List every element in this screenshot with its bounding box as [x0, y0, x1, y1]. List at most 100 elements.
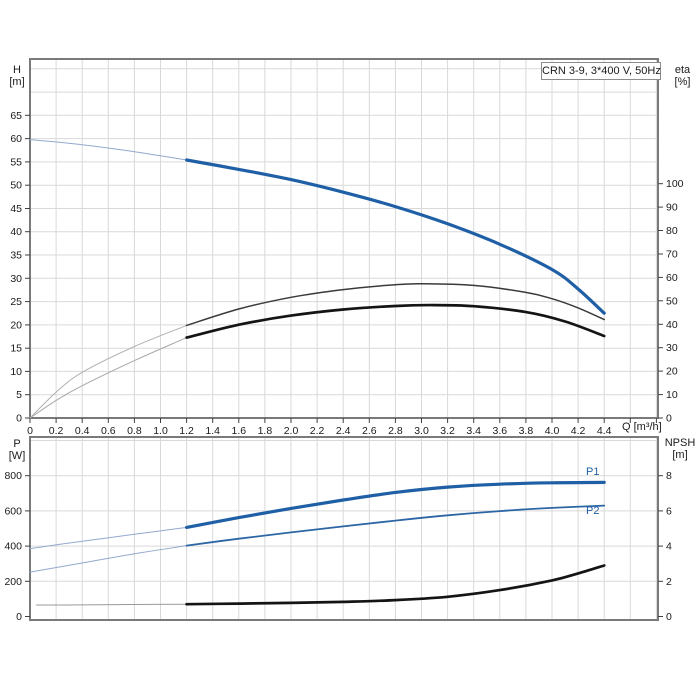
series-eta-pump-curve — [185, 282, 605, 327]
x-tick-label: 0.6 — [101, 425, 116, 437]
series-P1 — [29, 480, 606, 550]
left-tick-label: 55 — [10, 156, 22, 168]
right-tick-label: 0 — [666, 611, 672, 623]
right-tick-label: 90 — [666, 202, 678, 214]
x-tick-label: 0.2 — [49, 425, 64, 437]
npsh-axis-title: NPSH [m] — [660, 437, 700, 461]
x-tick-label: 4.4 — [597, 425, 612, 437]
series-eta-pump-motor-curve — [185, 303, 606, 339]
x-tick-label: 2.6 — [362, 425, 377, 437]
left-tick-label: 40 — [10, 226, 22, 238]
p-axis-title-line2: [W] — [8, 450, 26, 462]
hq-eta-chart: 0 5 10 15 20 25 30 35 40 45 50 55 60 65 0 10 20 30 40 50 60 7… — [10, 58, 684, 437]
series-P2-min-flow-segment — [29, 545, 188, 573]
p-axis-title-line1: P — [13, 438, 21, 450]
left-tick-label: 65 — [10, 110, 22, 122]
right-tick-label: 80 — [666, 225, 678, 237]
series-eta-pump-min-flow-segment — [29, 324, 188, 419]
x-tick-label: 1.0 — [153, 425, 168, 437]
x-tick-label: 2.8 — [388, 425, 403, 437]
x-tick-label: 2.4 — [336, 425, 351, 437]
right-tick-label: 4 — [666, 541, 672, 553]
x-tick-label: 3.8 — [519, 425, 534, 437]
right-tick-label: 6 — [666, 505, 672, 517]
left-tick-label: 200 — [4, 576, 22, 588]
series-P1-curve — [185, 480, 606, 529]
right-tick-label: 100 — [666, 178, 684, 190]
series-eta-pump — [29, 282, 605, 419]
pump-title-box: CRN 3-9, 3*400 V, 50Hz — [541, 62, 661, 80]
left-tick-label: 50 — [10, 180, 22, 192]
left-tick-label: 35 — [10, 250, 22, 262]
x-tick-label: 1.2 — [179, 425, 194, 437]
series-H — [29, 139, 606, 315]
x-tick-label: 3.6 — [492, 425, 507, 437]
left-tick-label: 45 — [10, 203, 22, 215]
x-tick-label: 0.8 — [127, 425, 142, 437]
eta-axis-title: eta [%] — [666, 64, 699, 88]
series-NPSH — [36, 564, 606, 606]
p2-curve-label: P2 — [586, 505, 600, 517]
right-tick-label: 0 — [666, 413, 672, 425]
left-tick-label: 5 — [16, 389, 22, 401]
series-eta-pump-motor — [29, 303, 606, 419]
gridlines — [30, 437, 658, 620]
p1-curve-label: P1 — [586, 466, 600, 478]
series-P2-curve — [185, 504, 606, 547]
x-tick-label: 3.2 — [440, 425, 455, 437]
series-H-curve — [185, 158, 606, 315]
eta-axis-title-line1: eta — [674, 64, 691, 76]
h-axis-title: H [m] — [1, 64, 33, 88]
left-tick-label: 10 — [10, 366, 22, 378]
right-tick-label: 30 — [666, 342, 678, 354]
x-tick-label: 4.0 — [545, 425, 560, 437]
h-axis-title-line1: H — [13, 64, 21, 76]
left-tick-label: 0 — [16, 611, 22, 623]
right-tick-label: 70 — [666, 249, 678, 261]
right-tick-label: 8 — [666, 470, 672, 482]
right-tick-label: 10 — [666, 389, 678, 401]
series-eta-pump-motor-min-flow-segment — [29, 337, 188, 419]
x-tick-label: 2.2 — [310, 425, 325, 437]
gridlines — [30, 59, 658, 418]
tick-marks: 0 5 10 15 20 25 30 35 40 45 50 55 60 65 0 10 20 30 40 50 60 7… — [10, 110, 683, 437]
left-tick-label: 25 — [10, 296, 22, 308]
npsh-axis-title-line1: NPSH — [664, 437, 696, 449]
eta-axis-title-line2: [%] — [674, 76, 691, 88]
right-tick-label: 20 — [666, 366, 678, 378]
left-tick-label: 0 — [16, 413, 22, 425]
x-tick-label: 2.0 — [284, 425, 299, 437]
h-axis-title-line2: [m] — [9, 76, 25, 88]
left-tick-label: 60 — [10, 133, 22, 145]
series-P2 — [29, 504, 606, 573]
x-tick-label: 0.4 — [75, 425, 90, 437]
x-tick-label: 1.4 — [205, 425, 220, 437]
series-H-min-flow-segment — [29, 139, 188, 161]
x-tick-label: 4.2 — [571, 425, 586, 437]
right-tick-label: 40 — [666, 319, 678, 331]
left-tick-label: 600 — [4, 505, 22, 517]
x-tick-label: 3.4 — [466, 425, 481, 437]
plot-frame — [29, 58, 659, 419]
power-npsh-chart: 0 200 400 600 800 0 2 4 6 8 — [4, 436, 672, 623]
series-NPSH-min-flow-segment — [36, 603, 188, 606]
x-tick-label: 0 — [27, 425, 33, 437]
left-tick-label: 800 — [4, 470, 22, 482]
right-tick-label: 2 — [666, 576, 672, 588]
plot-frame — [29, 436, 659, 621]
q-axis-title: Q [m³/h] — [622, 421, 662, 433]
npsh-axis-title-line2: [m] — [672, 449, 688, 461]
left-tick-label: 15 — [10, 343, 22, 355]
x-tick-label: 1.6 — [231, 425, 246, 437]
right-tick-label: 50 — [666, 295, 678, 307]
left-tick-label: 30 — [10, 273, 22, 285]
left-tick-label: 20 — [10, 319, 22, 331]
tick-marks: 0 200 400 600 800 0 2 4 6 8 — [4, 470, 672, 623]
left-tick-label: 400 — [4, 541, 22, 553]
series-NPSH-curve — [185, 564, 606, 606]
x-tick-label: 1.8 — [258, 425, 273, 437]
x-tick-label: 3.0 — [414, 425, 429, 437]
p-axis-title: P [W] — [1, 438, 33, 462]
